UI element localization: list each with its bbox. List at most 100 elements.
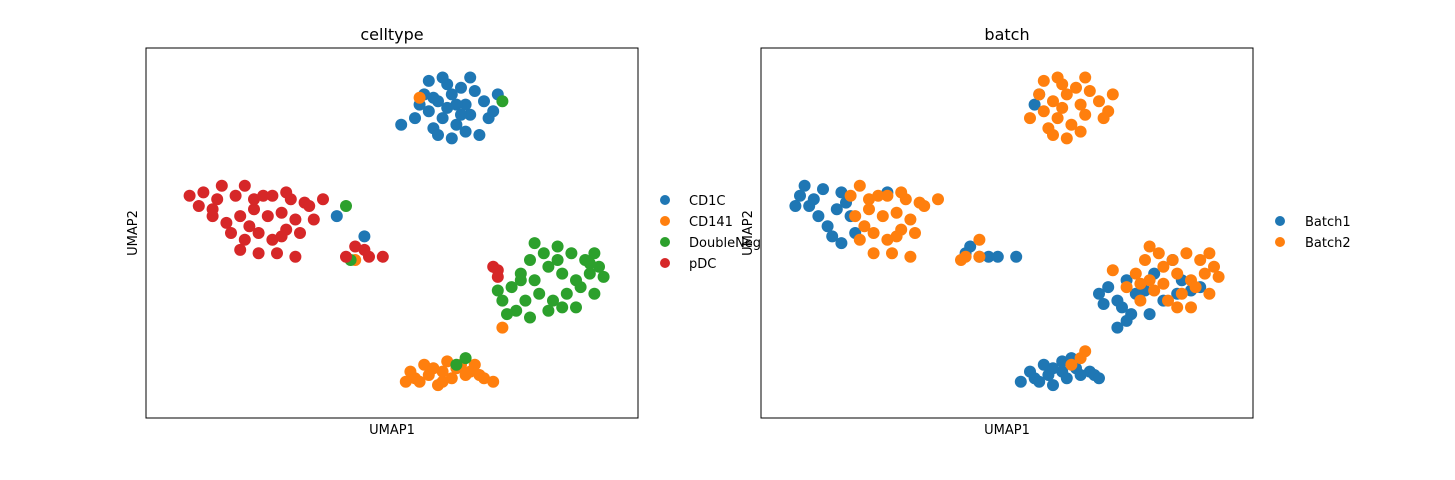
point-cd1c-2 [422, 105, 435, 118]
panel-celltype-legend: CD1C CD141 DoubleNeg pDC [660, 194, 761, 272]
point-batch2-43 [872, 189, 885, 202]
point-pdc-5 [261, 210, 274, 223]
point-batch2-31 [881, 189, 894, 202]
point-doubleneg-23 [597, 270, 610, 283]
point-batch1-52 [1037, 358, 1050, 371]
point-cd141-2 [436, 365, 449, 378]
point-pdc-23 [289, 250, 302, 263]
point-batch2-74 [1120, 281, 1133, 294]
point-batch2-12 [1093, 95, 1105, 108]
point-batch2-41 [904, 250, 917, 263]
point-batch2-68 [1180, 247, 1193, 260]
point-batch2-20 [1079, 71, 1092, 84]
point-batch2-34 [853, 233, 866, 246]
point-batch2-69 [1194, 254, 1207, 266]
point-batch1-47 [1047, 379, 1059, 392]
point-batch1-53 [1056, 355, 1069, 368]
point-pdc-24 [183, 189, 196, 202]
point-batch2-45 [918, 200, 931, 212]
point-batch1-7 [817, 183, 829, 196]
point-cd1c-11 [468, 85, 481, 97]
point-batch1-3 [821, 220, 834, 233]
point-cd1c-4 [436, 112, 449, 125]
point-batch2-51 [955, 254, 967, 266]
point-cd1c-29 [487, 105, 500, 118]
point-batch2-44 [895, 186, 908, 199]
point-batch2-24 [863, 203, 875, 216]
point-batch2-47 [890, 230, 903, 243]
point-pdc-42 [491, 270, 504, 283]
point-batch2-75 [1171, 301, 1184, 314]
point-batch1-49 [1074, 369, 1087, 381]
legend-marker-batch1 [1275, 216, 1285, 226]
point-pdc-3 [234, 210, 247, 223]
point-batch2-36 [881, 233, 894, 246]
point-batch2-61 [1198, 267, 1211, 280]
point-doubleneg-32 [514, 274, 527, 287]
point-pdc-21 [252, 247, 265, 260]
point-cd1c-19 [450, 98, 463, 111]
panel-celltype: celltype UMAP1 UMAP2 CD1C CD141 DoubleNe… [126, 25, 761, 438]
point-cd141-10 [404, 365, 417, 378]
point-doubleneg-29 [588, 247, 601, 260]
point-pdc-11 [266, 189, 279, 202]
point-pdc-4 [248, 203, 260, 216]
point-batch1-2 [812, 210, 825, 223]
point-batch2-81 [1157, 277, 1170, 290]
point-cd1c-12 [478, 95, 490, 108]
point-pdc-14 [225, 227, 237, 239]
point-batch1-10 [798, 179, 811, 192]
point-pdc-36 [349, 240, 362, 253]
point-pdc-10 [248, 193, 260, 206]
point-doubleneg-20 [524, 311, 536, 324]
point-batch2-42 [853, 179, 866, 192]
point-batch2-21 [1102, 105, 1115, 118]
panel-batch-legend: Batch1 Batch2 [1275, 215, 1351, 251]
point-cd1c-30 [330, 210, 343, 223]
point-cd1c-14 [432, 129, 444, 141]
point-batch2-79 [1212, 270, 1225, 283]
point-cd1c-31 [358, 230, 371, 243]
point-batch1-51 [1024, 365, 1036, 378]
legend-label-cd141: CD141 [689, 215, 733, 230]
point-doubleneg-22 [556, 301, 569, 314]
point-batch1-56 [1014, 375, 1027, 388]
point-batch2-80 [1148, 284, 1161, 297]
point-batch1-0 [794, 189, 806, 202]
point-cd141-7 [445, 372, 458, 385]
point-cd141-12 [441, 355, 454, 368]
point-batch2-19 [1051, 71, 1064, 84]
point-batch2-58 [1157, 260, 1170, 273]
point-batch1-39 [1143, 308, 1156, 321]
point-doubleneg-2 [542, 260, 555, 273]
point-batch1-14 [835, 237, 848, 250]
point-cd1c-21 [436, 71, 449, 84]
point-batch2-77 [1143, 240, 1156, 253]
point-batch1-4 [830, 203, 843, 216]
point-batch1-8 [835, 186, 848, 199]
point-cd1c-22 [464, 71, 477, 84]
point-batch2-22 [1106, 88, 1119, 101]
point-batch2-0 [1047, 95, 1059, 108]
point-pdc-39 [376, 250, 389, 263]
point-batch2-78 [1203, 247, 1216, 260]
panel-batch: batch UMAP1 UMAP2 Batch1 Batch2 [741, 25, 1351, 438]
point-doubleneg-6 [533, 287, 546, 300]
point-pdc-32 [206, 203, 219, 216]
point-pdc-25 [197, 186, 210, 199]
legend-marker-pdc [660, 258, 670, 268]
point-batch2-4 [1051, 112, 1064, 125]
point-cd141-19 [436, 375, 449, 388]
point-batch2-57 [1143, 274, 1156, 287]
point-batch2-30 [863, 193, 875, 206]
point-cd141-16 [478, 372, 490, 385]
point-pdc-30 [303, 200, 316, 212]
point-batch1-48 [1060, 372, 1073, 385]
point-doubleneg-19 [510, 304, 523, 317]
point-batch2-3 [1074, 98, 1087, 111]
point-batch2-72 [1106, 264, 1119, 277]
panel-batch-xlabel: UMAP1 [984, 423, 1030, 438]
panel-celltype-axes-frame [145, 47, 639, 419]
point-pdc-7 [289, 213, 302, 226]
